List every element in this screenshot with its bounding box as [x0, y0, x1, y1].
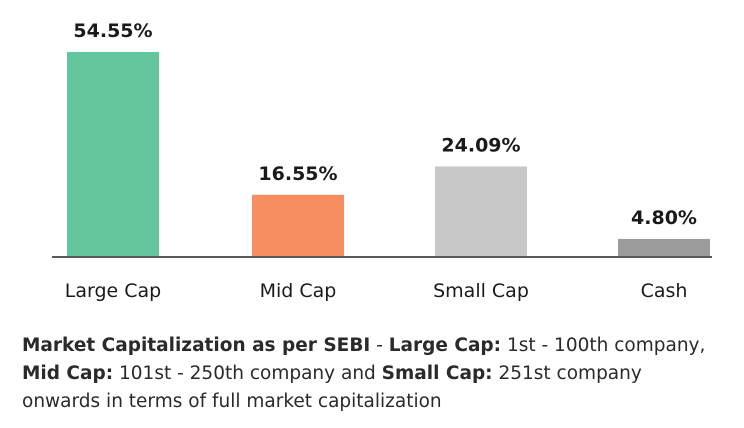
bar-mid-cap [252, 194, 344, 257]
value-label-mid-cap: 16.55% [258, 163, 337, 185]
bar-small-cap [435, 166, 527, 257]
footnote-small-cap-text: 251st company onwards in terms of full m… [22, 363, 642, 412]
category-label-cash: Cash [641, 280, 688, 302]
footnote-small-cap-label: Small Cap: [381, 363, 493, 384]
category-label-small-cap: Small Cap [433, 280, 529, 302]
footnote-mid-cap-text: 101st - 250th company and [113, 363, 382, 384]
footnote-large-cap-label: Large Cap: [388, 335, 502, 356]
bar-chart: 54.55% Large Cap 16.55% Mid Cap 24.09% Small … [52, 20, 712, 302]
category-label-large-cap: Large Cap [65, 280, 161, 302]
value-label-large-cap: 54.55% [73, 20, 152, 42]
footnote-separator: - [370, 335, 389, 356]
category-label-mid-cap: Mid Cap [260, 280, 337, 302]
value-label-small-cap: 24.09% [441, 134, 520, 156]
footnote: Market Capitalization as per SEBI - Larg… [22, 332, 722, 416]
footnote-title: Market Capitalization as per SEBI [22, 335, 371, 356]
value-label-cash: 4.80% [631, 207, 697, 229]
footnote-mid-cap-label: Mid Cap: [22, 363, 114, 384]
bar-large-cap [67, 52, 159, 257]
footnote-large-cap-text: 1st - 100th company, [501, 335, 706, 356]
bar-cash [618, 238, 710, 257]
